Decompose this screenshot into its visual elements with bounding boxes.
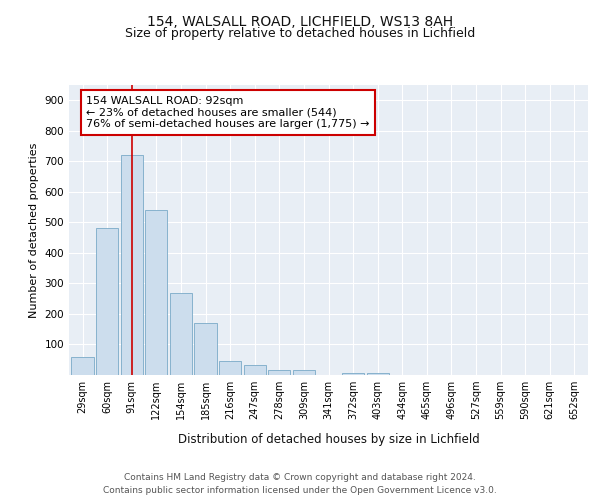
Text: 154, WALSALL ROAD, LICHFIELD, WS13 8AH: 154, WALSALL ROAD, LICHFIELD, WS13 8AH [147, 15, 453, 29]
Bar [145, 210, 167, 375]
Bar [293, 370, 315, 375]
Bar [194, 323, 217, 375]
Bar [342, 372, 364, 375]
Text: Size of property relative to detached houses in Lichfield: Size of property relative to detached ho… [125, 28, 475, 40]
Bar [244, 365, 266, 375]
Bar [367, 372, 389, 375]
Text: Distribution of detached houses by size in Lichfield: Distribution of detached houses by size … [178, 432, 479, 446]
Bar [96, 228, 118, 375]
Bar [121, 155, 143, 375]
Bar [71, 356, 94, 375]
Bar [268, 370, 290, 375]
Text: Contains HM Land Registry data © Crown copyright and database right 2024.
Contai: Contains HM Land Registry data © Crown c… [103, 474, 497, 495]
Bar [219, 360, 241, 375]
Text: 154 WALSALL ROAD: 92sqm
← 23% of detached houses are smaller (544)
76% of semi-d: 154 WALSALL ROAD: 92sqm ← 23% of detache… [86, 96, 370, 129]
Bar [170, 292, 192, 375]
Y-axis label: Number of detached properties: Number of detached properties [29, 142, 39, 318]
